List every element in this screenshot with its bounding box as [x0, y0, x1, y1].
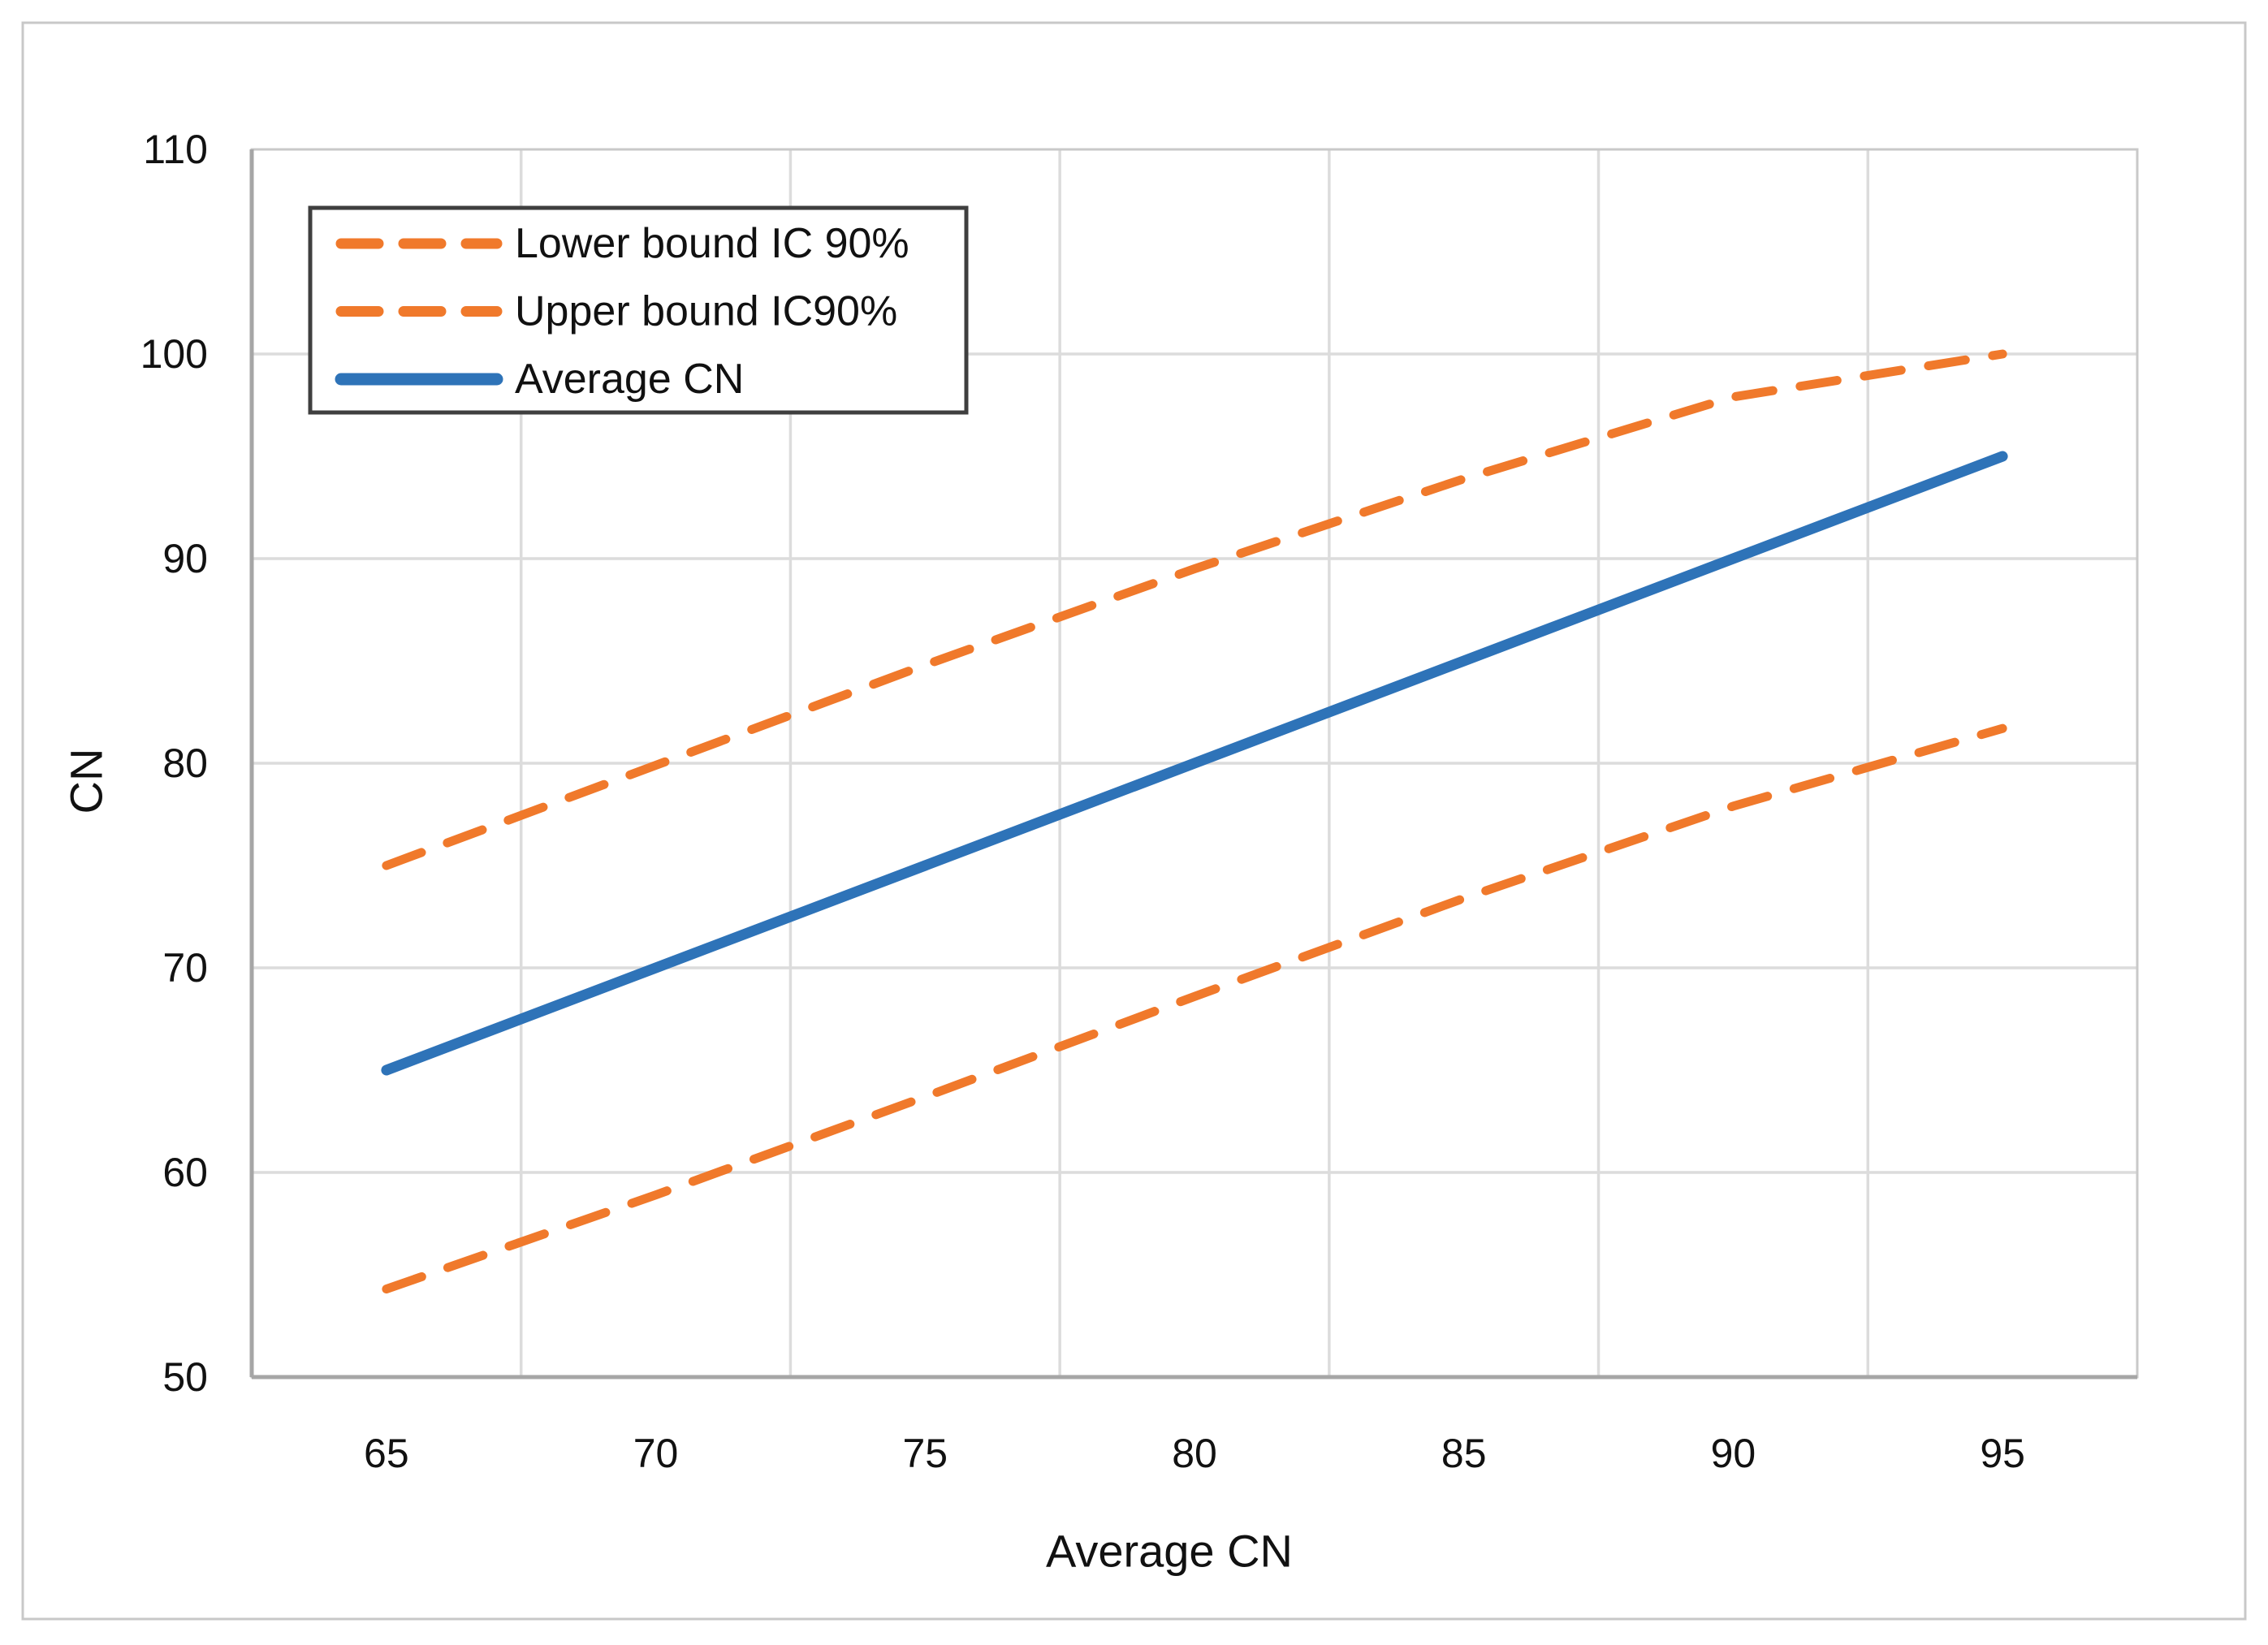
- x-tick-label: 80: [1172, 1431, 1217, 1476]
- series-line-lower-bound-ic-90-: [382, 723, 2007, 1294]
- x-tick-label: 90: [1711, 1431, 1756, 1476]
- series-line-average-cn: [381, 451, 2008, 1076]
- legend-label: Lower bound IC 90%: [515, 220, 909, 267]
- legend-label: Average CN: [515, 356, 744, 403]
- y-tick-label: 70: [162, 945, 208, 991]
- y-tick-label: 90: [162, 536, 208, 581]
- y-tick-label: 60: [162, 1150, 208, 1195]
- y-tick-label: 80: [162, 740, 208, 786]
- y-tick-label: 100: [140, 331, 208, 377]
- x-tick-label: 75: [902, 1431, 948, 1476]
- x-tick-label: 65: [364, 1431, 409, 1476]
- series-line-upper-bound-ic90-: [382, 349, 2007, 870]
- y-tick-label: 110: [143, 127, 208, 172]
- y-axis-title: CN: [61, 749, 112, 814]
- legend-label: Upper bound IC90%: [515, 288, 897, 335]
- x-tick-label: 70: [633, 1431, 679, 1476]
- y-tick-label: 50: [162, 1354, 208, 1400]
- x-axis-title: Average CN: [1046, 1526, 1293, 1577]
- x-tick-label: 95: [1980, 1431, 2025, 1476]
- x-tick-label: 85: [1441, 1431, 1487, 1476]
